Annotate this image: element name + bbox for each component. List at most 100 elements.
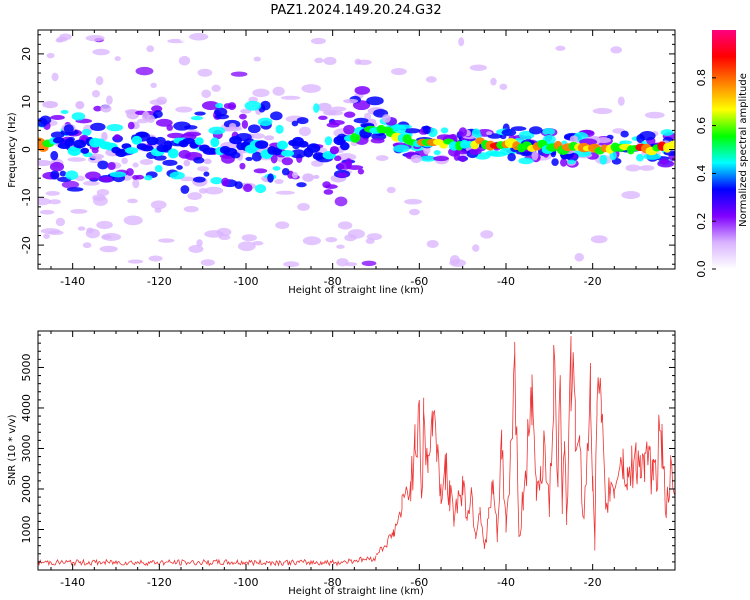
heatmap-cell xyxy=(163,140,173,151)
heatmap-cell xyxy=(127,121,135,130)
heatmap-cell xyxy=(60,109,69,114)
heatmap-cell xyxy=(90,122,106,132)
heatmap-cell xyxy=(197,68,213,77)
heatmap-cell xyxy=(329,146,339,155)
heatmap-cell xyxy=(323,189,334,195)
heatmap-cell xyxy=(567,159,576,165)
heatmap-cell xyxy=(518,157,534,165)
heatmap-cell xyxy=(480,230,494,239)
heatmap-cell xyxy=(272,147,283,156)
heatmap-cell xyxy=(668,140,675,149)
heatmap-cell xyxy=(42,100,59,109)
heatmap-blobs xyxy=(38,32,675,268)
heatmap-cell xyxy=(39,209,55,215)
heatmap-cell xyxy=(178,149,191,159)
heatmap-cell xyxy=(393,144,410,153)
heatmap-cell xyxy=(272,166,281,171)
heatmap-cell xyxy=(257,117,273,127)
heatmap-cell xyxy=(555,45,566,51)
heatmap-cell xyxy=(162,159,178,166)
heatmap-cell xyxy=(518,130,535,140)
heatmap-cell xyxy=(635,153,644,162)
heatmap-cell xyxy=(275,221,290,229)
y-tick-label: 0 xyxy=(20,146,33,153)
heatmap-cell xyxy=(469,148,482,155)
heatmap-cell xyxy=(184,125,198,130)
heatmap-cell xyxy=(507,152,516,162)
heatmap-cell xyxy=(66,187,84,192)
x-tick-label: -120 xyxy=(147,275,172,288)
heatmap-cell xyxy=(228,104,236,109)
heatmap-cell xyxy=(599,154,608,165)
heatmap-cell xyxy=(375,155,389,161)
snr-frame xyxy=(37,330,676,571)
heatmap-cell xyxy=(243,183,253,193)
heatmap-cell xyxy=(92,48,110,56)
heatmap-cell xyxy=(386,186,396,194)
heatmap-cell xyxy=(127,198,138,204)
heatmap-cell xyxy=(188,245,204,253)
colorbar-ticks: 0.0 0.2 0.4 0.6 0.8 xyxy=(695,69,716,278)
heatmap-cell xyxy=(252,88,270,98)
heatmap-cell xyxy=(274,179,284,185)
heatmap-cell xyxy=(201,100,220,111)
heatmap-cell xyxy=(85,171,101,180)
heatmap-cell xyxy=(96,220,113,230)
colorbar-tick-label: 0.4 xyxy=(695,165,708,183)
heatmap-cell xyxy=(490,77,497,86)
heatmap-cell xyxy=(239,113,247,120)
heatmap-cell xyxy=(180,185,190,194)
heatmap-cell xyxy=(237,241,256,252)
heatmap-cell xyxy=(440,127,449,134)
heatmap-cell xyxy=(272,86,285,96)
figure-title: PAZ1.2024.149.20.24.G32 xyxy=(270,3,441,18)
heatmap-cell xyxy=(180,176,195,182)
heatmap-cell xyxy=(176,165,183,170)
heatmap-cell xyxy=(70,208,88,214)
heatmap-cell xyxy=(107,161,116,170)
heatmap-cell xyxy=(187,192,203,201)
heatmap-cell xyxy=(296,182,307,188)
heatmap-cell xyxy=(310,37,327,45)
heatmap-cell xyxy=(275,124,284,134)
heatmap-cell xyxy=(501,128,517,137)
heatmap-cell xyxy=(141,111,150,122)
heatmap-cell xyxy=(101,131,108,142)
y-tick-label: 10 xyxy=(20,95,33,109)
heatmap-cell xyxy=(590,235,608,244)
heatmap-cell xyxy=(50,150,59,161)
heatmap-cell xyxy=(132,174,139,180)
heatmap-cell xyxy=(298,126,311,137)
heatmap-cell xyxy=(453,151,460,161)
heatmap-cell xyxy=(167,132,185,139)
y-tick-label: -10 xyxy=(20,188,33,206)
heatmap-cell xyxy=(251,151,262,162)
heatmap-cell xyxy=(196,239,203,247)
heatmap-cell xyxy=(154,164,163,173)
heatmap-cell xyxy=(281,157,293,166)
heatmap-cell xyxy=(343,111,356,118)
heatmap-cell xyxy=(132,162,139,168)
heatmap-cell xyxy=(50,131,65,139)
heatmap-cell xyxy=(350,132,361,143)
y-tick-label: 20 xyxy=(20,47,33,61)
heatmap-cell xyxy=(356,59,372,66)
heatmap-cell xyxy=(150,200,167,210)
heatmap-cell xyxy=(50,114,65,121)
spectrogram-x-axis-label: Height of straight line (km) xyxy=(288,285,424,296)
heatmap-cell xyxy=(48,199,61,205)
heatmap-cell xyxy=(197,166,209,172)
colorbar-gradient xyxy=(712,30,736,269)
heatmap-cell xyxy=(104,256,117,266)
heatmap-cell xyxy=(38,197,52,206)
heatmap-cell xyxy=(639,165,655,171)
x-tick-label: -80 xyxy=(324,275,342,288)
heatmap-cell xyxy=(80,147,90,154)
heatmap-cell xyxy=(459,155,467,163)
heatmap-cell xyxy=(254,140,269,149)
heatmap-cell xyxy=(210,177,223,185)
x-tick-label: -20 xyxy=(584,275,602,288)
heatmap-cell xyxy=(43,233,50,239)
heatmap-cell xyxy=(201,89,212,99)
